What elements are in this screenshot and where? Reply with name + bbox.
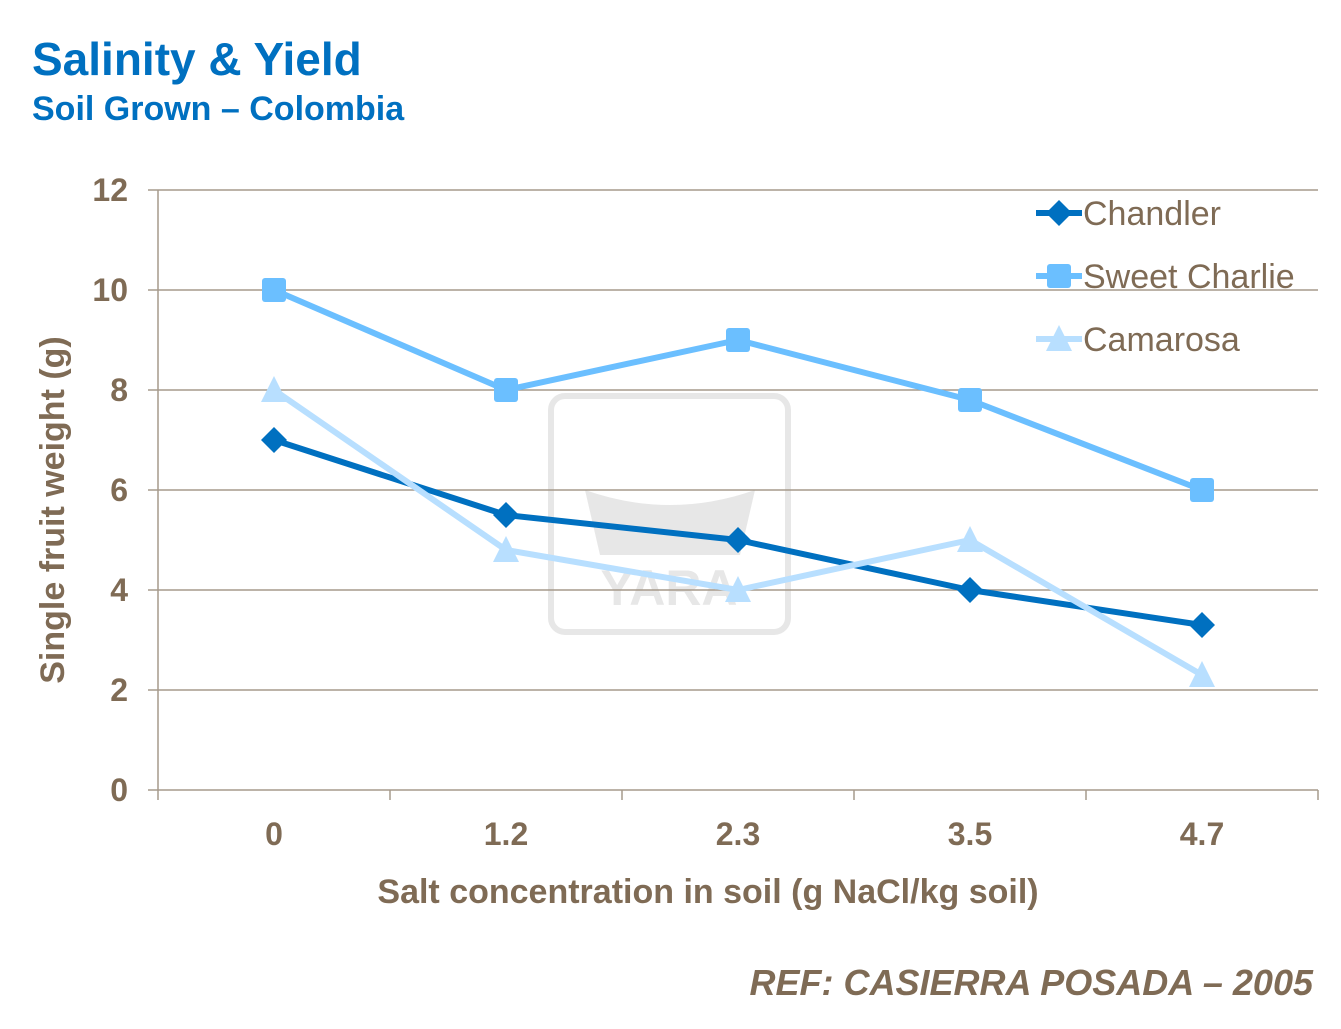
data-point: [726, 328, 750, 352]
y-tick-label: 8: [110, 372, 128, 408]
legend-label: Sweet Charlie: [1083, 258, 1295, 296]
legend-marker: [1046, 200, 1072, 226]
chart-title: Salinity & Yield: [32, 33, 362, 85]
y-tick-label: 2: [110, 672, 128, 708]
x-axis-label: Salt concentration in soil (g NaCl/kg so…: [377, 873, 1038, 911]
yara-watermark-logo: YARA: [548, 393, 791, 635]
data-point: [493, 502, 519, 528]
data-point: [958, 388, 982, 412]
y-tick-label: 6: [110, 472, 128, 508]
data-point: [1190, 478, 1214, 502]
reference-note: REF: CASIERRA POSADA – 2005: [749, 962, 1313, 1003]
data-point: [957, 577, 983, 603]
y-tick-label: 0: [110, 772, 128, 808]
data-point: [494, 378, 518, 402]
legend-marker: [1046, 325, 1072, 351]
series-sweet-charlie: [262, 278, 1214, 502]
data-point: [262, 278, 286, 302]
data-point: [725, 576, 751, 602]
legend-label: Camarosa: [1083, 321, 1240, 359]
x-tick-label: 3.5: [948, 816, 992, 852]
data-point: [261, 376, 287, 402]
y-axis-label: Single fruit weight (g): [34, 336, 72, 684]
x-tick-label: 1.2: [484, 816, 528, 852]
y-tick-label: 12: [92, 172, 128, 208]
legend-marker: [1047, 264, 1071, 288]
series-camarosa: [261, 376, 1215, 687]
data-point: [493, 536, 519, 562]
chart-subtitle: Soil Grown – Colombia: [32, 90, 405, 128]
x-tick-label: 4.7: [1180, 816, 1224, 852]
x-tick-label: 2.3: [716, 816, 760, 852]
x-tick-label: 0: [265, 816, 283, 852]
series-chandler: [261, 427, 1215, 638]
data-point: [1189, 612, 1215, 638]
legend-label: Chandler: [1083, 195, 1221, 233]
data-point: [957, 526, 983, 552]
data-point: [1189, 661, 1215, 687]
data-point: [261, 427, 287, 453]
data-point: [725, 527, 751, 553]
y-tick-label: 10: [92, 272, 128, 308]
y-tick-label: 4: [110, 572, 128, 608]
